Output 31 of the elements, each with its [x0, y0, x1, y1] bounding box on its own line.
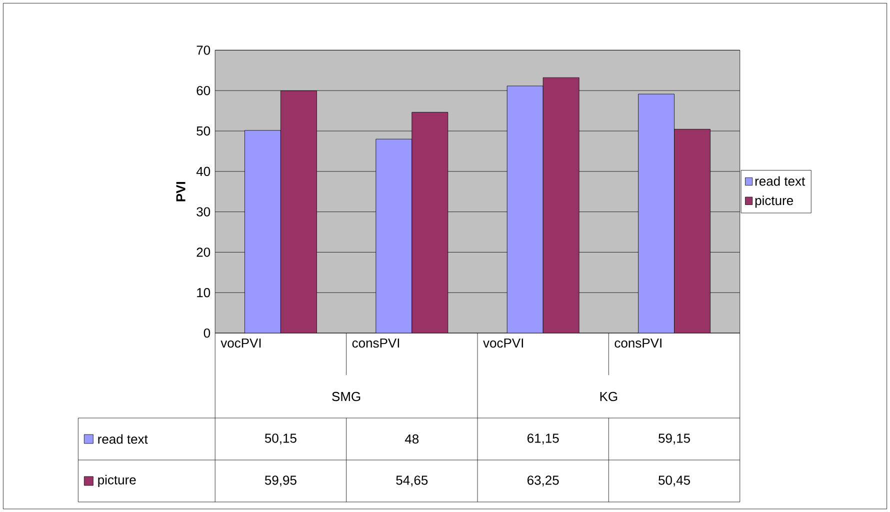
- y-tick-label: 40: [196, 166, 210, 176]
- data-label: 54,65: [396, 476, 428, 486]
- x-tick-label: consPVI: [352, 338, 400, 348]
- y-tick-label: 50: [196, 126, 210, 136]
- data-label: 59,15: [658, 434, 690, 444]
- y-tick-label: 0: [204, 328, 210, 338]
- x-tick-label: vocPVI: [483, 338, 523, 348]
- x-tick-label: vocPVI: [220, 338, 261, 348]
- legend-label: read text: [755, 176, 806, 186]
- y-tick-label: 30: [196, 207, 210, 216]
- bar: [542, 77, 580, 333]
- x-tick-label: consPVI: [614, 338, 662, 348]
- data-label: 59,95: [264, 476, 296, 486]
- text: KG: [600, 392, 618, 402]
- text: read text: [98, 434, 148, 444]
- y-tick-label: 20: [196, 248, 210, 257]
- bar: [674, 128, 710, 333]
- y-axis-title: PVI: [176, 182, 186, 202]
- bar: [280, 90, 317, 333]
- y-tick-label: 10: [197, 288, 210, 298]
- data-label: 48: [404, 434, 419, 444]
- data-label: 63,25: [527, 476, 559, 486]
- data-label: 50,15: [264, 434, 296, 444]
- data-label: 61,15: [527, 434, 559, 444]
- y-tick-label: 60: [196, 86, 210, 96]
- legend-label: picture: [755, 196, 793, 208]
- bar: [412, 112, 448, 333]
- data-label: 50,45: [658, 476, 690, 486]
- y-tick-label: 70: [196, 45, 210, 55]
- text: picture: [98, 474, 136, 487]
- text: SMG: [332, 392, 360, 402]
